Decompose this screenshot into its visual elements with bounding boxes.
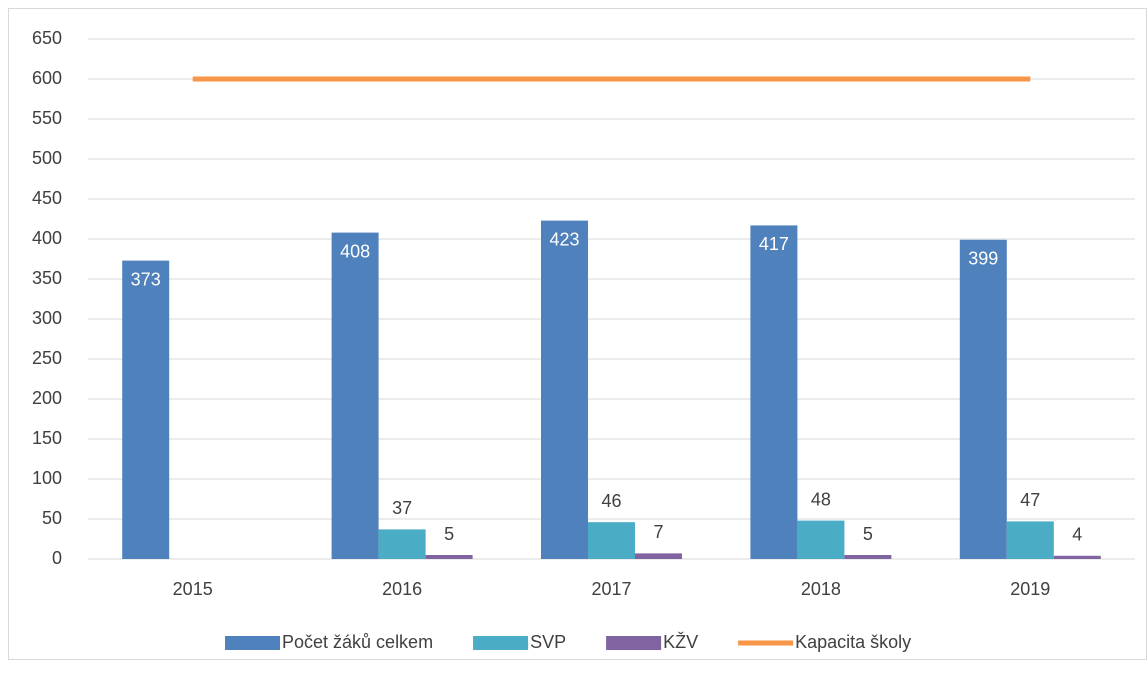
bar [1006,521,1054,559]
bar [588,522,635,559]
x-tick-label: 2016 [382,579,422,599]
bar [844,555,892,559]
legend-label: Kapacita školy [795,632,911,652]
bar [122,260,170,559]
x-tick-label: 2017 [591,579,631,599]
y-tick-label: 450 [32,188,62,208]
data-label: 399 [968,249,998,269]
y-tick-label: 50 [42,508,62,528]
y-tick-label: 100 [32,468,62,488]
bar [750,225,798,559]
data-label: 373 [131,269,161,289]
bar [331,232,379,559]
bar [541,220,588,559]
legend-swatch [473,636,529,650]
y-tick-label: 550 [32,108,62,128]
y-tick-label: 400 [32,228,62,248]
y-tick-label: 300 [32,308,62,328]
bar [797,520,845,559]
y-tick-label: 350 [32,268,62,288]
y-tick-label: 500 [32,148,62,168]
data-label: 46 [601,491,621,511]
data-label: 4 [1072,525,1082,545]
legend-swatch [606,636,662,650]
bar [635,553,682,559]
data-label: 37 [392,498,412,518]
bar [1053,555,1101,559]
y-tick-label: 150 [32,428,62,448]
data-label: 48 [811,489,831,509]
bar [425,555,473,559]
legend-label: KŽV [663,632,698,652]
x-tick-label: 2015 [173,579,213,599]
data-label: 47 [1020,490,1040,510]
y-tick-label: 200 [32,388,62,408]
y-tick-label: 0 [52,548,62,568]
data-label: 5 [863,524,873,544]
bar [959,239,1007,560]
y-tick-label: 650 [32,28,62,48]
data-label: 423 [549,229,579,249]
y-tick-label: 250 [32,348,62,368]
x-tick-label: 2019 [1010,579,1050,599]
bar [378,529,426,559]
y-tick-label: 600 [32,68,62,88]
data-label: 417 [759,234,789,254]
data-label: 408 [340,241,370,261]
x-tick-label: 2018 [801,579,841,599]
data-label: 7 [653,522,663,542]
data-label: 5 [444,524,454,544]
legend-swatch [225,636,280,650]
legend-label: SVP [530,632,566,652]
legend-label: Počet žáků celkem [282,632,433,652]
